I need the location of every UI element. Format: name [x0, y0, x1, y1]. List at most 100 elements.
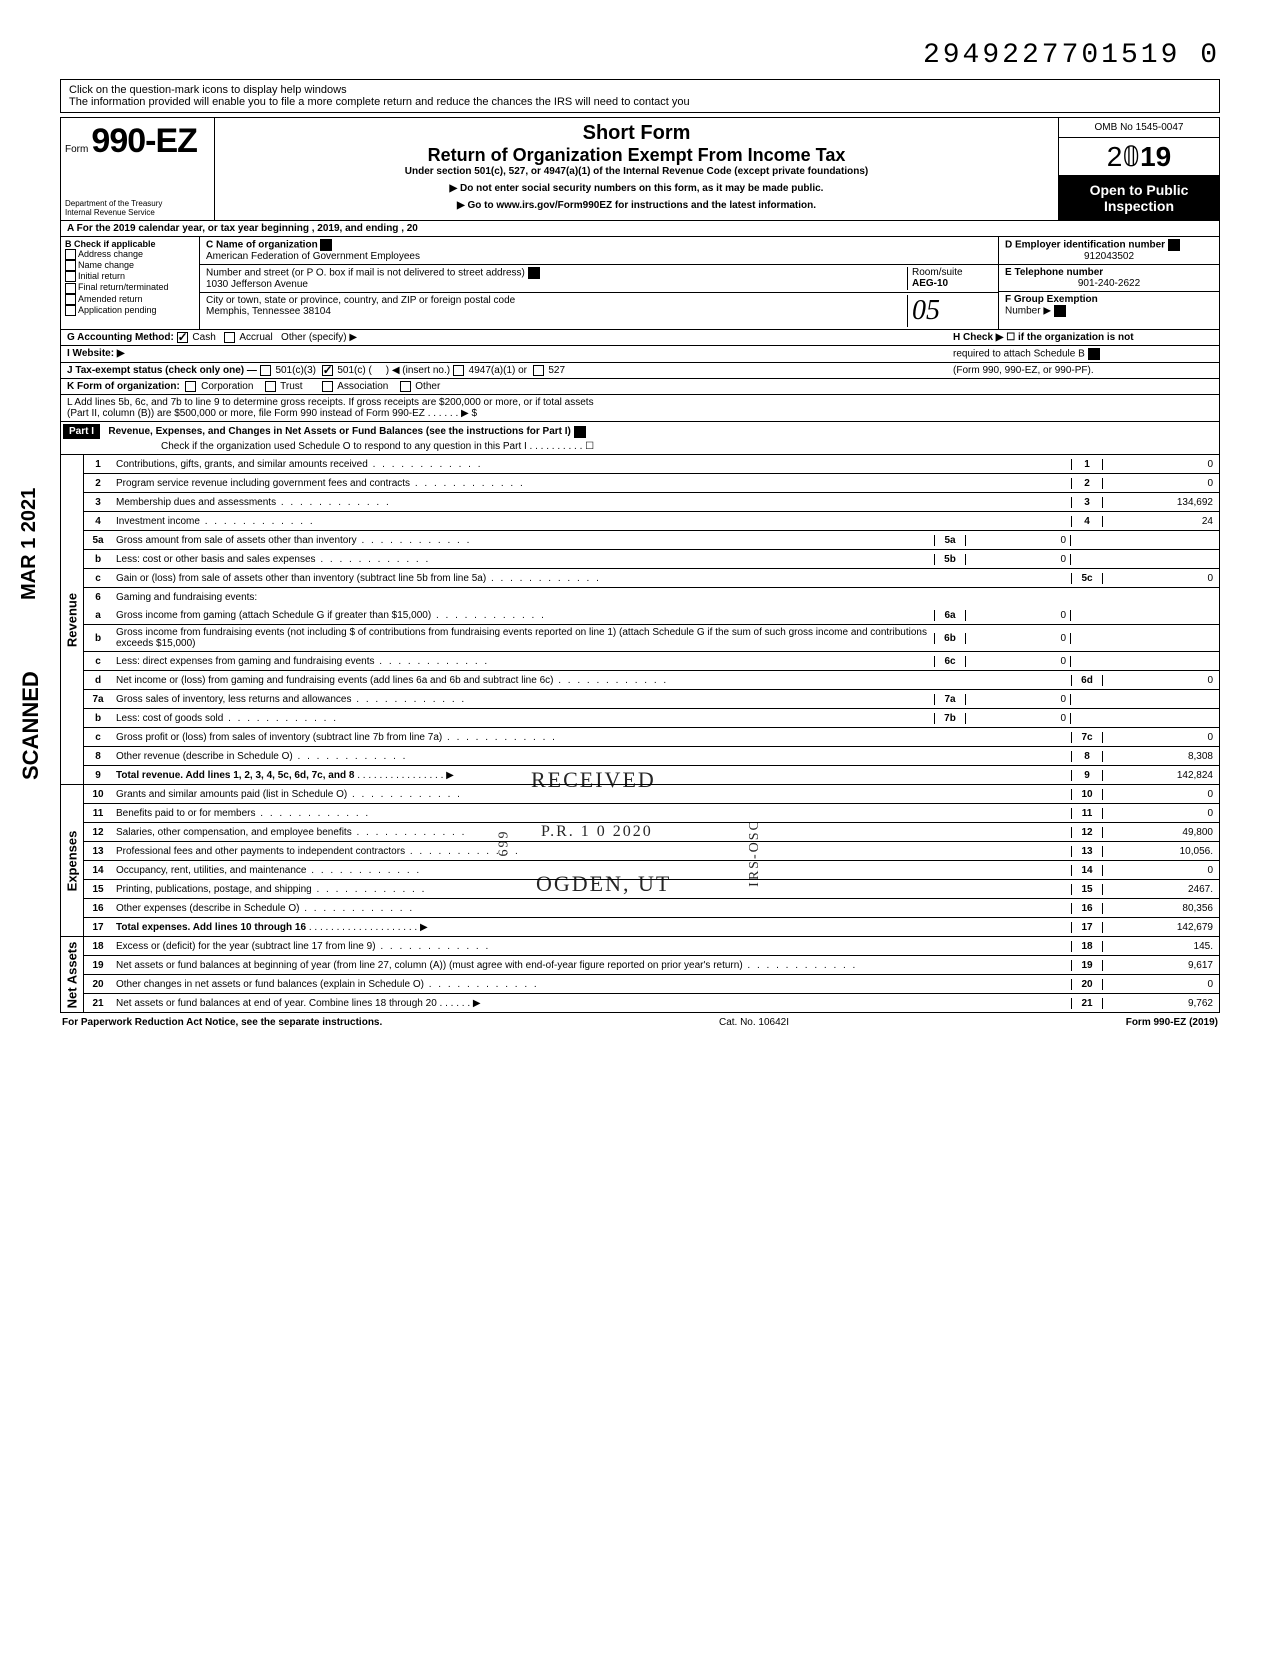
line-6c-mid: 0: [966, 656, 1071, 667]
room-label: Room/suite: [912, 267, 992, 278]
line-14-val: 0: [1102, 865, 1219, 876]
line-7a-mid: 0: [966, 694, 1071, 705]
ogden-stamp: OGDEN, UT: [536, 871, 671, 897]
k-corp: Corporation: [201, 381, 253, 392]
line-5c-val: 0: [1102, 573, 1219, 584]
form-prefix: Form: [65, 144, 88, 155]
checkbox-final-return[interactable]: [65, 283, 76, 294]
schedule-o-check: Check if the organization used Schedule …: [61, 439, 1219, 454]
checkbox-corp[interactable]: [185, 381, 196, 392]
department: Department of the Treasury Internal Reve…: [65, 200, 162, 218]
b-item-3: Final return/terminated: [78, 282, 169, 292]
short-form-label: Short Form: [219, 122, 1054, 145]
line-16-desc: Other expenses (describe in Schedule O): [112, 901, 1071, 916]
d-label: D Employer identification number: [1005, 240, 1165, 251]
received-stamp: RECEIVED: [531, 767, 656, 793]
h-label: H Check ▶ ☐ if the organization is not: [953, 332, 1134, 343]
line-2-desc: Program service revenue including govern…: [112, 476, 1071, 491]
form-header: Form 990-EZ Department of the Treasury I…: [60, 117, 1220, 221]
help-line-1: Click on the question-mark icons to disp…: [69, 84, 1211, 96]
checkbox-address-change[interactable]: [65, 249, 76, 260]
row-a-tax-year: A For the 2019 calendar year, or tax yea…: [60, 221, 1220, 237]
line-7a-desc: Gross sales of inventory, less returns a…: [112, 692, 934, 707]
k-assoc: Association: [337, 381, 388, 392]
checkbox-app-pending[interactable]: [65, 305, 76, 316]
line-17-val: 142,679: [1102, 922, 1219, 933]
line-2-val: 0: [1102, 478, 1219, 489]
ein-value: 912043502: [1005, 251, 1213, 262]
l-label-2: (Part II, column (B)) are $500,000 or mo…: [67, 408, 1213, 419]
g-label: G Accounting Method:: [67, 332, 174, 343]
help-icon[interactable]: [1168, 239, 1180, 251]
b-item-2: Initial return: [78, 271, 125, 281]
checkbox-4947[interactable]: [453, 365, 464, 376]
stamp-699: 699: [497, 830, 513, 857]
help-icon[interactable]: [320, 239, 332, 251]
g-other: Other (specify) ▶: [281, 332, 357, 343]
checkbox-501c3[interactable]: [260, 365, 271, 376]
line-11-val: 0: [1102, 808, 1219, 819]
open-line-1: Open to Public: [1061, 182, 1217, 198]
checkbox-501c[interactable]: [322, 365, 333, 376]
k-trust: Trust: [280, 381, 302, 392]
help-icon[interactable]: [528, 267, 540, 279]
line-20-desc: Other changes in net assets or fund bala…: [112, 977, 1071, 992]
checkbox-accrual[interactable]: [224, 332, 235, 343]
year-suffix: 19: [1140, 141, 1171, 172]
stamp-05: 05: [907, 295, 992, 327]
checkbox-527[interactable]: [533, 365, 544, 376]
expenses-label: Expenses: [65, 831, 80, 892]
phone-value: 901-240-2622: [1005, 278, 1213, 289]
line-6-desc: Gaming and fundraising events:: [112, 590, 1071, 605]
open-to-public: Open to Public Inspection: [1059, 176, 1219, 220]
h-label-3: (Form 990, 990-EZ, or 990-PF).: [953, 365, 1213, 376]
g-cash: Cash: [192, 332, 215, 343]
line-21-desc: Net assets or fund balances at end of ye…: [112, 996, 1071, 1011]
net-assets-section: Net Assets 18Excess or (deficit) for the…: [60, 937, 1220, 1013]
j-label: J Tax-exempt status (check only one) —: [67, 365, 257, 376]
line-5a-mid: 0: [966, 535, 1071, 546]
help-icon[interactable]: [574, 426, 586, 438]
line-5c-desc: Gain or (loss) from sale of assets other…: [112, 571, 1071, 586]
line-6a-mid: 0: [966, 610, 1071, 621]
line-13-val: 10,056.: [1102, 846, 1219, 857]
checkbox-amended[interactable]: [65, 294, 76, 305]
line-16-val: 80,356: [1102, 903, 1219, 914]
omb-number: OMB No 1545-0047: [1059, 118, 1219, 138]
form-subtitle: Under section 501(c), 527, or 4947(a)(1)…: [219, 166, 1054, 177]
line-4-desc: Investment income: [112, 514, 1071, 529]
revenue-section: Revenue 1Contributions, gifts, grants, a…: [60, 455, 1220, 785]
line-5a-desc: Gross amount from sale of assets other t…: [112, 533, 934, 548]
i-label: I Website: ▶: [67, 348, 125, 359]
ssn-warning: ▶ Do not enter social security numbers o…: [219, 183, 1054, 194]
help-line-2: The information provided will enable you…: [69, 96, 1211, 108]
line-7b-desc: Less: cost of goods sold: [112, 711, 934, 726]
footer-right: Form 990-EZ (2019): [1126, 1017, 1218, 1028]
k-other: Other: [415, 381, 440, 392]
checkbox-trust[interactable]: [265, 381, 276, 392]
checkbox-other[interactable]: [400, 381, 411, 392]
line-20-val: 0: [1102, 979, 1219, 990]
help-icon[interactable]: [1054, 305, 1066, 317]
form-title: Return of Organization Exempt From Incom…: [219, 145, 1054, 166]
line-9-val: 142,824: [1102, 770, 1219, 781]
checkbox-cash[interactable]: [177, 332, 188, 343]
line-5b-desc: Less: cost or other basis and sales expe…: [112, 552, 934, 567]
g-accrual: Accrual: [239, 332, 272, 343]
line-13-desc: Professional fees and other payments to …: [112, 844, 1071, 859]
checkbox-assoc[interactable]: [322, 381, 333, 392]
checkbox-name-change[interactable]: [65, 260, 76, 271]
goto-link: ▶ Go to www.irs.gov/Form990EZ for instru…: [219, 200, 1054, 211]
line-8-desc: Other revenue (describe in Schedule O): [112, 749, 1071, 764]
org-info-block: B Check if applicable Address change Nam…: [60, 237, 1220, 330]
expenses-section: Expenses 10Grants and similar amounts pa…: [60, 785, 1220, 937]
b-item-4: Amended return: [78, 294, 143, 304]
line-15-val: 2467.: [1102, 884, 1219, 895]
j-4947: 4947(a)(1) or: [469, 365, 527, 376]
checkbox-initial-return[interactable]: [65, 271, 76, 282]
open-line-2: Inspection: [1061, 198, 1217, 214]
org-name: American Federation of Government Employ…: [206, 251, 992, 262]
line-6a-desc: Gross income from gaming (attach Schedul…: [112, 608, 934, 623]
f-number-label: Number ▶: [1005, 306, 1051, 317]
help-icon[interactable]: [1088, 348, 1100, 360]
